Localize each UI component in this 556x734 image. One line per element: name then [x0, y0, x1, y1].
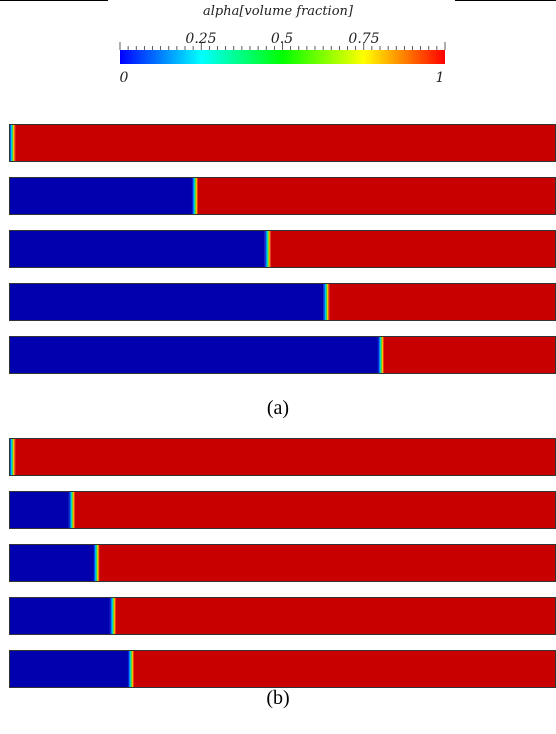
phase-high-region — [115, 597, 556, 635]
interface-band — [9, 124, 16, 162]
volume-fraction-bar — [9, 597, 556, 635]
colorbar-tick-label-075: 0.75 — [348, 31, 379, 47]
volume-fraction-bar — [9, 283, 556, 321]
colorbar-tick-label-025: 0.25 — [185, 31, 216, 47]
phase-high-region — [270, 230, 556, 268]
interface-band — [323, 283, 330, 321]
top-rule-right — [455, 0, 556, 1]
volume-fraction-bar — [9, 438, 556, 476]
panel-b-bars — [9, 438, 556, 688]
phase-low-region — [9, 230, 265, 268]
phase-high-region — [197, 177, 556, 215]
phase-low-region — [9, 336, 378, 374]
caption-b: (b) — [266, 687, 290, 709]
interface-band — [9, 438, 16, 476]
volume-fraction-bar — [9, 491, 556, 529]
phase-high-region — [99, 544, 556, 582]
phase-high-region — [15, 438, 556, 476]
interface-band — [264, 230, 271, 268]
phase-low-region — [9, 544, 94, 582]
interface-band — [191, 177, 198, 215]
volume-fraction-bar — [9, 124, 556, 162]
phase-low-region — [9, 650, 128, 688]
interface-band — [109, 597, 116, 635]
colorbar-min-label: 0 — [120, 70, 129, 86]
phase-low-region — [9, 597, 110, 635]
interface-band — [68, 491, 75, 529]
interface-band — [93, 544, 100, 582]
phase-high-region — [15, 124, 556, 162]
volume-fraction-bar — [9, 336, 556, 374]
colorbar: 0.25 0.5 0.75 0 1 — [119, 31, 446, 86]
colorbar-ticks — [119, 42, 446, 50]
colorbar-gradient — [120, 50, 445, 64]
phase-low-region — [9, 177, 192, 215]
colorbar-max-label: 1 — [436, 70, 445, 86]
phase-high-region — [74, 491, 556, 529]
phase-low-region — [9, 491, 69, 529]
volume-fraction-bar — [9, 650, 556, 688]
phase-high-region — [329, 283, 556, 321]
phase-low-region — [9, 283, 324, 321]
colorbar-tick-label-05: 0.5 — [271, 31, 293, 47]
volume-fraction-bar — [9, 544, 556, 582]
volume-fraction-bar — [9, 177, 556, 215]
phase-high-region — [133, 650, 556, 688]
phase-high-region — [383, 336, 556, 374]
interface-band — [127, 650, 134, 688]
panel-a-bars — [9, 124, 556, 374]
colorbar-title: alpha[volume fraction] — [203, 4, 353, 19]
top-rule-left — [0, 0, 108, 1]
interface-band — [377, 336, 384, 374]
caption-a: (a) — [266, 397, 290, 419]
